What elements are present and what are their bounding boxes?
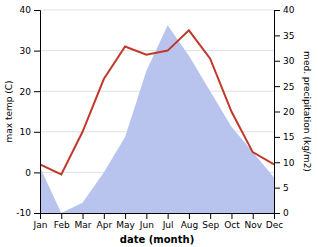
tick: 5	[274, 183, 289, 193]
tick: Sep	[202, 213, 219, 230]
tick-label: Mar	[75, 220, 92, 230]
tick: 10	[274, 158, 295, 168]
tick: 25	[274, 82, 294, 92]
tick-mark	[61, 213, 62, 219]
tick: Nov	[244, 213, 262, 230]
tick-mark	[274, 10, 280, 11]
tick-label: Nov	[244, 220, 262, 230]
tick: 0	[274, 208, 289, 218]
axis-line	[34, 11, 41, 214]
tick-label: 25	[283, 82, 294, 92]
tick-label: 10	[283, 158, 295, 168]
tick-mark	[34, 51, 40, 52]
tick-mark	[34, 213, 40, 214]
tick-mark	[83, 213, 84, 219]
grid-line	[40, 10, 274, 11]
x-axis-title: date (month)	[120, 234, 194, 245]
tick-mark	[146, 213, 147, 219]
tick-label: Aug	[181, 220, 199, 230]
tick: Oct	[224, 213, 240, 230]
axis-line	[275, 11, 281, 214]
tick-label: 15	[283, 132, 294, 142]
tick-label: 40	[20, 5, 32, 15]
tick-mark	[274, 137, 280, 138]
plot: Jan Feb Mar AprMay Jun Jul AugSep Oct Nov Dec -10 0…	[4, 5, 312, 245]
tick: 30	[274, 56, 295, 66]
tick-label: Jan	[33, 220, 48, 230]
tick: -10	[16, 208, 40, 218]
tick-label: Oct	[224, 220, 240, 230]
y2-axis: 0 5 10 15 20 25 30 35 40	[274, 5, 295, 218]
precipitation-area	[40, 25, 274, 213]
tick-label: 30	[283, 56, 295, 66]
tick: May	[116, 213, 135, 230]
tick: 40	[274, 5, 295, 15]
tick-mark	[34, 10, 40, 11]
tick: 30	[20, 46, 40, 56]
tick: 0	[25, 168, 40, 178]
tick-mark	[231, 213, 232, 219]
tick-mark	[253, 213, 254, 219]
tick-label: 20	[20, 87, 32, 97]
tick: Jul	[162, 213, 174, 230]
tick-label: Feb	[54, 220, 70, 230]
tick-mark	[125, 213, 126, 219]
tick: 20	[20, 87, 40, 97]
tick-mark	[274, 61, 280, 62]
tick-mark	[274, 213, 280, 214]
tick-mark	[274, 35, 280, 36]
tick-label: 20	[283, 107, 295, 117]
tick-mark	[274, 162, 280, 163]
marks	[40, 25, 274, 213]
tick: Jan	[33, 213, 48, 230]
tick-mark	[34, 91, 40, 92]
tick-label: May	[116, 220, 135, 230]
tick: Jun	[139, 213, 154, 230]
temperature-line	[40, 30, 274, 174]
tick: 20	[274, 107, 295, 117]
tick-mark	[210, 213, 211, 219]
tick-mark	[34, 172, 40, 173]
tick: Apr	[97, 213, 113, 230]
tick-label: 30	[20, 46, 32, 56]
tick-label: 0	[25, 168, 31, 178]
y-axis-title: max temp (C)	[4, 80, 14, 142]
tick-label: -10	[16, 208, 31, 218]
tick-label: 5	[283, 183, 289, 193]
tick-label: Apr	[97, 220, 113, 230]
tick-label: Jun	[139, 220, 154, 230]
tick: Aug	[181, 213, 199, 230]
y-axis: -10 0 10 20 30 40	[16, 5, 40, 218]
tick-mark	[189, 213, 190, 219]
y2-axis-title: med. precipitation (kg/m2)	[302, 51, 312, 172]
tick: 35	[274, 31, 294, 41]
tick-mark	[274, 112, 280, 113]
tick: Dec	[266, 213, 283, 230]
chart: Jan Feb Mar AprMay Jun Jul AugSep Oct Nov Dec -10 0…	[0, 0, 318, 247]
tick-mark	[274, 86, 280, 87]
tick-mark	[168, 213, 169, 219]
tick: 10	[20, 127, 40, 137]
grid	[40, 10, 274, 213]
axis-line	[41, 213, 275, 214]
tick: Feb	[54, 213, 70, 230]
tick-label: 40	[283, 5, 295, 15]
tick-mark	[34, 132, 40, 133]
tick-label: Jul	[162, 220, 174, 230]
tick-label: 0	[283, 208, 289, 218]
tick-label: 10	[20, 127, 32, 137]
tick: Mar	[75, 213, 92, 230]
x-axis: Jan Feb Mar AprMay Jun Jul AugSep Oct Nov Dec	[33, 213, 284, 230]
tick-label: Sep	[202, 220, 219, 230]
tick-label: 35	[283, 31, 294, 41]
tick-mark	[104, 213, 105, 219]
tick-mark	[274, 188, 280, 189]
tick-label: Dec	[266, 220, 283, 230]
tick: 15	[274, 132, 294, 142]
tick: 40	[20, 5, 40, 15]
